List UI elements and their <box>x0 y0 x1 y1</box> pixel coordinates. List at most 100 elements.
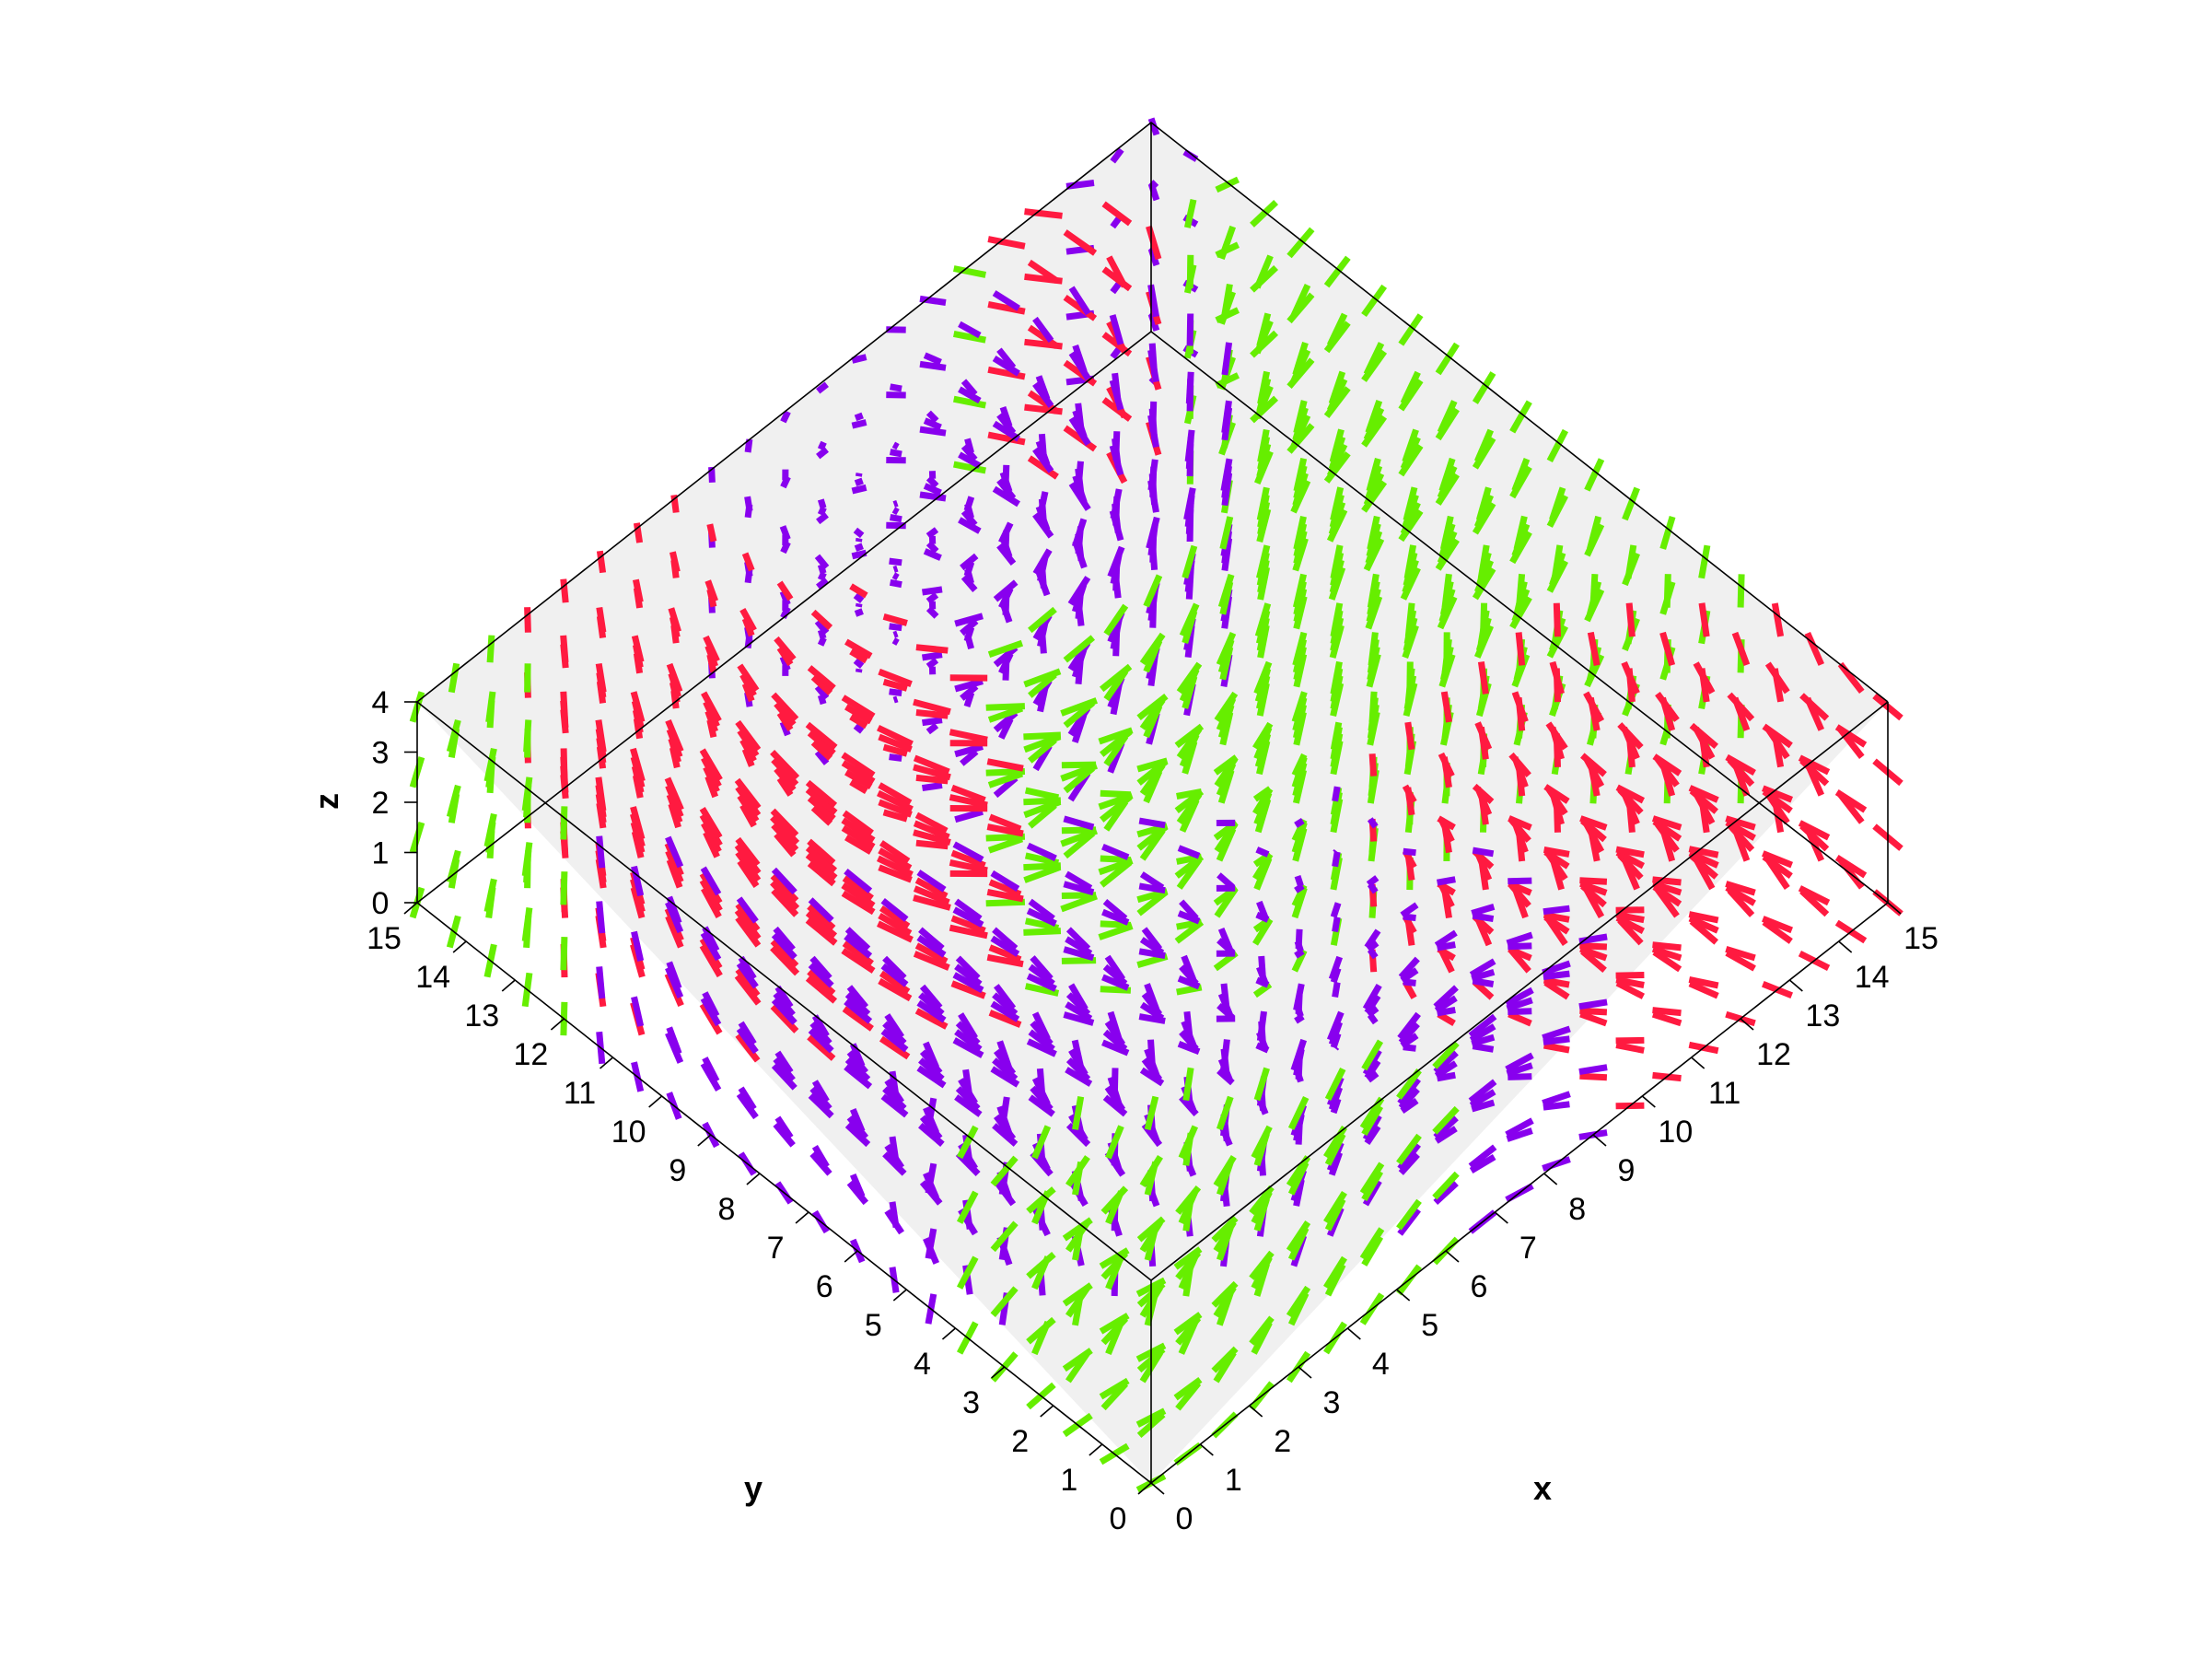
vector-segment <box>889 623 902 632</box>
vector-segment <box>1101 843 1130 860</box>
vector-segment <box>596 901 606 934</box>
vector-segment <box>521 842 533 877</box>
vector-segment <box>816 577 829 590</box>
vector-segment <box>954 613 984 627</box>
vector-segment <box>1400 902 1419 918</box>
vector-segment <box>1065 936 1093 957</box>
vector-segment <box>809 1086 832 1111</box>
vector-segment <box>1543 905 1570 916</box>
vector-segment <box>1065 927 1091 952</box>
vector-segment <box>1062 1282 1093 1307</box>
vector-segment <box>771 823 799 852</box>
vector-segment <box>1323 386 1351 419</box>
vector-segment <box>1472 783 1495 805</box>
vector-segment <box>1725 884 1756 906</box>
vector-segment <box>1762 723 1793 749</box>
vector-segment <box>1213 1155 1237 1187</box>
vector-segment <box>1027 259 1059 285</box>
vector-segment <box>1173 1376 1203 1401</box>
vector-segment <box>1220 983 1230 1011</box>
vector-segment <box>1100 1185 1129 1215</box>
x-axis-label: x <box>1533 1469 1552 1507</box>
vector-segment <box>1471 1033 1496 1047</box>
vector-segment <box>770 939 799 968</box>
vector-segment <box>986 758 1024 772</box>
vector-segment <box>1651 1010 1682 1027</box>
vector-segment <box>805 787 838 816</box>
x-tick-label: 15 <box>1903 921 1938 956</box>
vector-segment <box>1332 786 1341 802</box>
vector-segment <box>1100 663 1133 693</box>
vector-segment <box>1326 312 1348 347</box>
vector-segment <box>1286 1220 1311 1253</box>
vector-segment <box>1249 1250 1275 1280</box>
vector-segment <box>918 1057 945 1082</box>
vector-segment <box>1258 955 1266 981</box>
vector-segment <box>999 405 1013 427</box>
vector-segment <box>1834 789 1868 813</box>
vector-segment <box>1437 400 1458 434</box>
vector-segment <box>744 496 753 512</box>
vector-segment <box>844 769 873 790</box>
vector-segment <box>807 1034 836 1061</box>
vector-segment <box>632 578 644 603</box>
y-tick-label: 15 <box>367 921 402 956</box>
vector-segment <box>1111 1068 1119 1101</box>
y-tick-label: 11 <box>564 1076 596 1111</box>
vector-segment <box>1396 1198 1422 1231</box>
vector-segment <box>913 820 950 841</box>
vector-segment <box>1689 853 1718 880</box>
vector-segment <box>1323 1126 1347 1159</box>
vector-segment <box>776 776 794 797</box>
vector-segment <box>1023 864 1062 883</box>
vector-segment <box>1578 998 1608 1010</box>
vector-segment <box>1139 937 1165 956</box>
vector-segment <box>1403 486 1418 521</box>
vector-segment <box>987 639 1024 659</box>
vector-segment <box>1472 977 1495 987</box>
vector-segment <box>1361 414 1388 448</box>
y-tick-mark <box>1137 1482 1152 1495</box>
vector-segment <box>1361 1170 1384 1202</box>
vector-segment <box>1175 1185 1202 1215</box>
vector-segment <box>851 354 867 364</box>
vector-segment <box>1477 544 1490 579</box>
vector-segment <box>1469 958 1496 978</box>
vector-segment <box>1546 428 1569 463</box>
vector-segment <box>923 352 942 366</box>
y-tick-label: 1 <box>1060 1463 1077 1498</box>
vector-segment <box>817 498 827 509</box>
x-tick-label: 6 <box>1471 1269 1488 1304</box>
y-tick-mark <box>1089 1443 1103 1456</box>
vector-segment <box>771 1063 797 1091</box>
vector-segment <box>486 635 495 663</box>
vector-segment <box>483 812 497 847</box>
x-tick-label: 4 <box>1372 1347 1390 1382</box>
vector-segment <box>1652 753 1682 776</box>
z-tick-label: 0 <box>372 886 390 921</box>
vector-segment <box>521 776 533 811</box>
vector-segment <box>1400 370 1421 405</box>
vector-segment <box>1652 883 1682 907</box>
vector-segment <box>1294 948 1305 959</box>
vector-segment <box>1508 880 1532 896</box>
vector-segment <box>964 438 974 454</box>
vector-segment <box>1256 486 1270 521</box>
vector-segment <box>953 395 986 409</box>
vector-segment <box>990 1220 1019 1253</box>
vector-segment <box>1099 1313 1130 1335</box>
vector-segment <box>844 1064 873 1090</box>
vector-segment <box>992 290 1020 311</box>
vector-segment <box>1432 1041 1460 1069</box>
vector-segment <box>773 926 796 952</box>
y-tick-mark <box>648 1095 663 1108</box>
vector-segment <box>1063 229 1098 256</box>
vector-segment <box>841 890 876 916</box>
vector-segment <box>1023 731 1062 741</box>
vector-segment <box>807 665 836 691</box>
vector-segment <box>992 356 1020 377</box>
vector-segment <box>892 630 899 638</box>
vector-segment <box>1365 400 1383 434</box>
vector-segment <box>1023 799 1062 819</box>
vector-segment <box>596 835 606 869</box>
